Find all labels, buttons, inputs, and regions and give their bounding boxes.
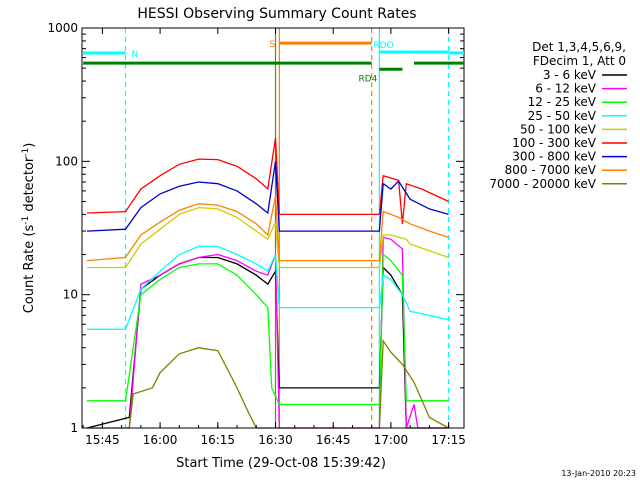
y-label-sup-1: -1 — [21, 216, 31, 225]
y-axis-ticks: 1 10 100 1000 — [47, 21, 464, 435]
y-label-end: ) — [22, 143, 37, 148]
series-line-7 — [86, 195, 449, 262]
x-tick-label-5: 17:00 — [374, 433, 409, 447]
legend-label-5: 100 - 300 keV — [512, 136, 596, 150]
series-line-0 — [86, 256, 449, 429]
legend: Det 1,3,4,5,6,9, FDecim 1, Att 0 3 - 6 k… — [489, 40, 627, 191]
annotation-bars: N S RDO RD4 — [83, 40, 464, 84]
legend-header-1: Det 1,3,4,5,6,9, — [532, 40, 626, 54]
legend-label-3: 25 - 50 keV — [528, 109, 597, 123]
annotation-label-0: N — [131, 50, 138, 60]
y-axis-label: Count Rate (s-1 detector-1) — [21, 143, 37, 314]
y-label-main: Count Rate (s — [22, 225, 37, 314]
annotation-label-1: S — [269, 40, 275, 50]
y-tick-label-1: 10 — [63, 288, 78, 302]
y-tick-label-3: 1000 — [47, 21, 78, 35]
legend-label-4: 50 - 100 keV — [520, 122, 597, 136]
legend-label-8: 7000 - 20000 keV — [489, 177, 596, 191]
x-tick-label-1: 16:00 — [143, 433, 178, 447]
x-axis-ticks: 15:45 16:00 16:15 16:30 16:45 17:00 17:15 — [82, 28, 466, 447]
series-line-5 — [86, 137, 449, 224]
annotation-label-2: RDO — [373, 41, 393, 51]
plot-area — [86, 28, 450, 429]
x-tick-label-0: 15:45 — [85, 433, 120, 447]
legend-label-1: 6 - 12 keV — [535, 82, 597, 96]
chart-title: HESSI Observing Summary Count Rates — [137, 6, 416, 22]
y-label-mid: detector — [22, 156, 37, 216]
series-line-8 — [87, 338, 449, 429]
series-line-3 — [87, 245, 449, 330]
legend-label-7: 800 - 7000 keV — [505, 163, 597, 177]
legend-label-2: 12 - 25 keV — [528, 95, 597, 109]
series-line-6 — [86, 161, 449, 232]
x-tick-label-2: 16:15 — [200, 433, 235, 447]
series-line-2 — [87, 253, 449, 406]
x-tick-label-4: 16:45 — [316, 433, 351, 447]
legend-header-2: FDecim 1, Att 0 — [533, 54, 626, 68]
legend-label-6: 300 - 800 keV — [512, 150, 596, 164]
footer-timestamp: 13-Jan-2010 20:23 — [561, 469, 636, 478]
y-tick-label-2: 100 — [55, 154, 78, 168]
x-tick-label-6: 17:15 — [431, 433, 466, 447]
x-axis-label: Start Time (29-Oct-08 15:39:42) — [176, 456, 386, 471]
annotation-label-4: RD4 — [358, 74, 377, 84]
legend-label-0: 3 - 6 keV — [543, 68, 597, 82]
y-label-sup-2: -1 — [21, 148, 31, 157]
x-tick-label-3: 16:30 — [258, 433, 293, 447]
y-tick-label-0: 1 — [70, 421, 78, 435]
series-line-4 — [87, 206, 449, 269]
plot-frame — [81, 27, 465, 429]
